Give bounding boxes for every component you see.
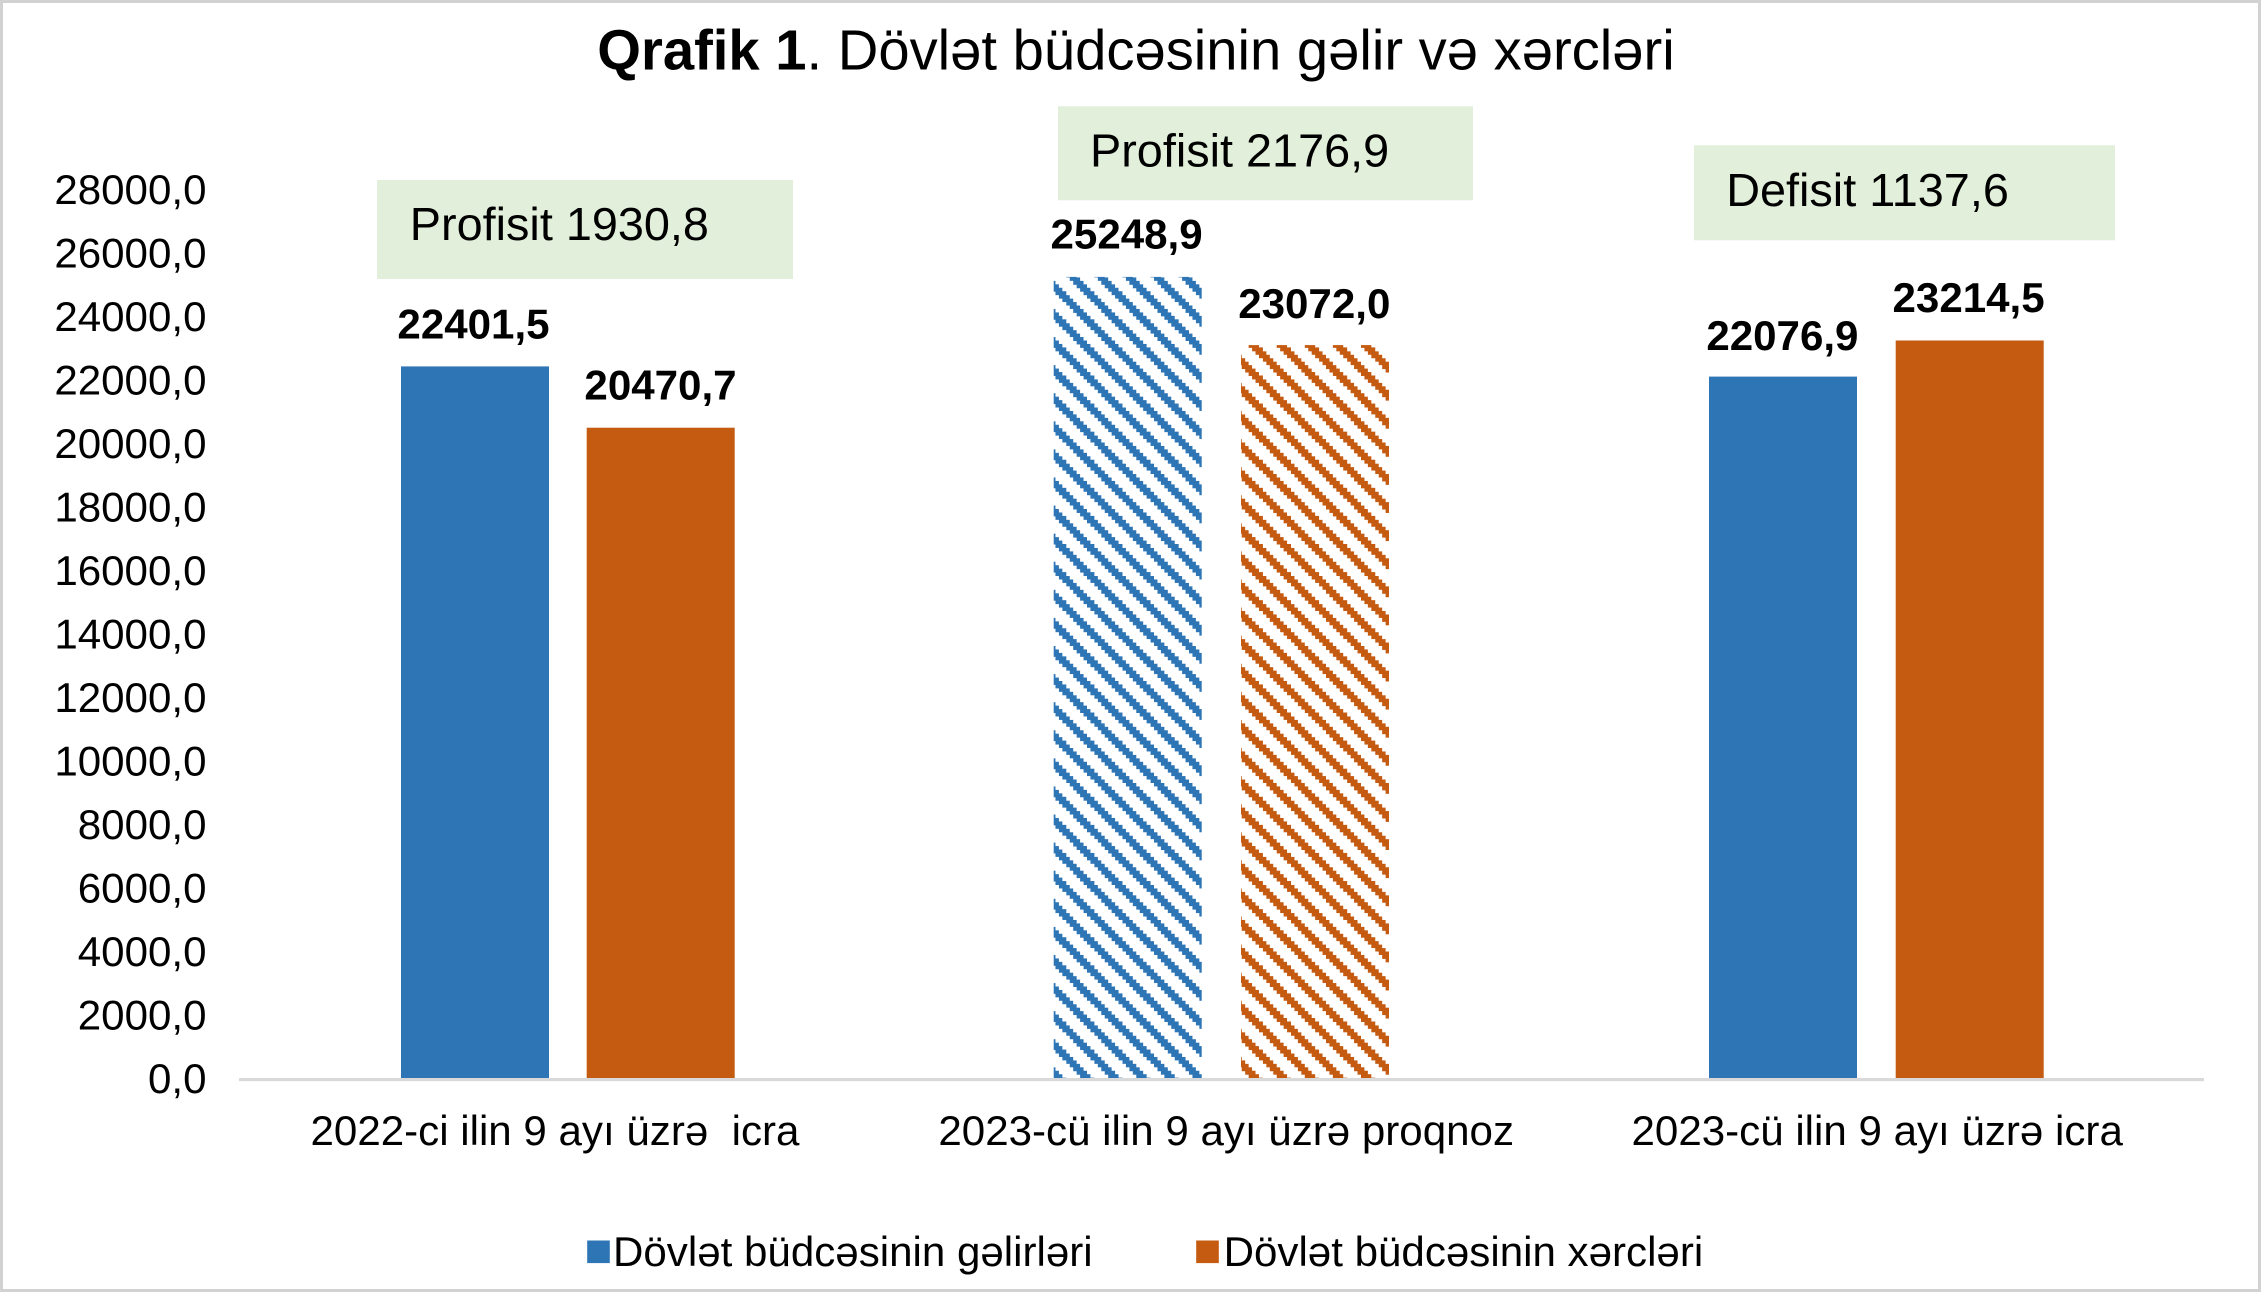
svg-text:8000,0: 8000,0 — [78, 801, 207, 848]
svg-text:23214,5: 23214,5 — [1893, 274, 2045, 321]
svg-text:18000,0: 18000,0 — [54, 484, 206, 531]
svg-text:28000,0: 28000,0 — [54, 166, 206, 213]
svg-text:Defisit 1137,6: Defisit 1137,6 — [1726, 164, 2009, 216]
svg-text:Qrafik 1. Dövlət büdcəsinin gə: Qrafik 1. Dövlət büdcəsinin gəlir və xər… — [597, 19, 1674, 82]
svg-text:25248,9: 25248,9 — [1051, 211, 1203, 258]
svg-text:Dövlət büdcəsinin xərcləri: Dövlət büdcəsinin xərcləri — [1224, 1228, 1704, 1275]
svg-text:2000,0: 2000,0 — [78, 992, 207, 1039]
svg-text:20000,0: 20000,0 — [54, 420, 206, 467]
svg-text:14000,0: 14000,0 — [54, 611, 206, 658]
svg-text:6000,0: 6000,0 — [78, 865, 207, 912]
svg-text:23072,0: 23072,0 — [1238, 280, 1390, 327]
svg-text:0,0: 0,0 — [148, 1055, 207, 1102]
svg-text:16000,0: 16000,0 — [54, 547, 206, 594]
svg-text:20470,7: 20470,7 — [584, 362, 736, 409]
svg-text:4000,0: 4000,0 — [78, 928, 207, 975]
svg-text:2022-ci ilin 9 ayı üzrə icra: 2022-ci ilin 9 ayı üzrə icra — [311, 1107, 801, 1154]
svg-text:22401,5: 22401,5 — [397, 301, 549, 348]
svg-text:26000,0: 26000,0 — [54, 230, 206, 277]
svg-text:22076,9: 22076,9 — [1706, 312, 1858, 359]
svg-text:22000,0: 22000,0 — [54, 357, 206, 404]
svg-text:Profisit 1930,8: Profisit 1930,8 — [410, 198, 709, 250]
svg-text:Profisit 2176,9: Profisit 2176,9 — [1090, 124, 1389, 176]
svg-text:2023-cü ilin 9 ayı üzrə icra: 2023-cü ilin 9 ayı üzrə icra — [1632, 1107, 2124, 1154]
svg-text:24000,0: 24000,0 — [54, 293, 206, 340]
svg-text:12000,0: 12000,0 — [54, 674, 206, 721]
svg-text:10000,0: 10000,0 — [54, 738, 206, 785]
svg-text:2023-cü ilin 9 ayı üzrə proqno: 2023-cü ilin 9 ayı üzrə proqnoz — [938, 1107, 1514, 1154]
svg-text:Dövlət büdcəsinin gəlirləri: Dövlət büdcəsinin gəlirləri — [613, 1228, 1093, 1275]
